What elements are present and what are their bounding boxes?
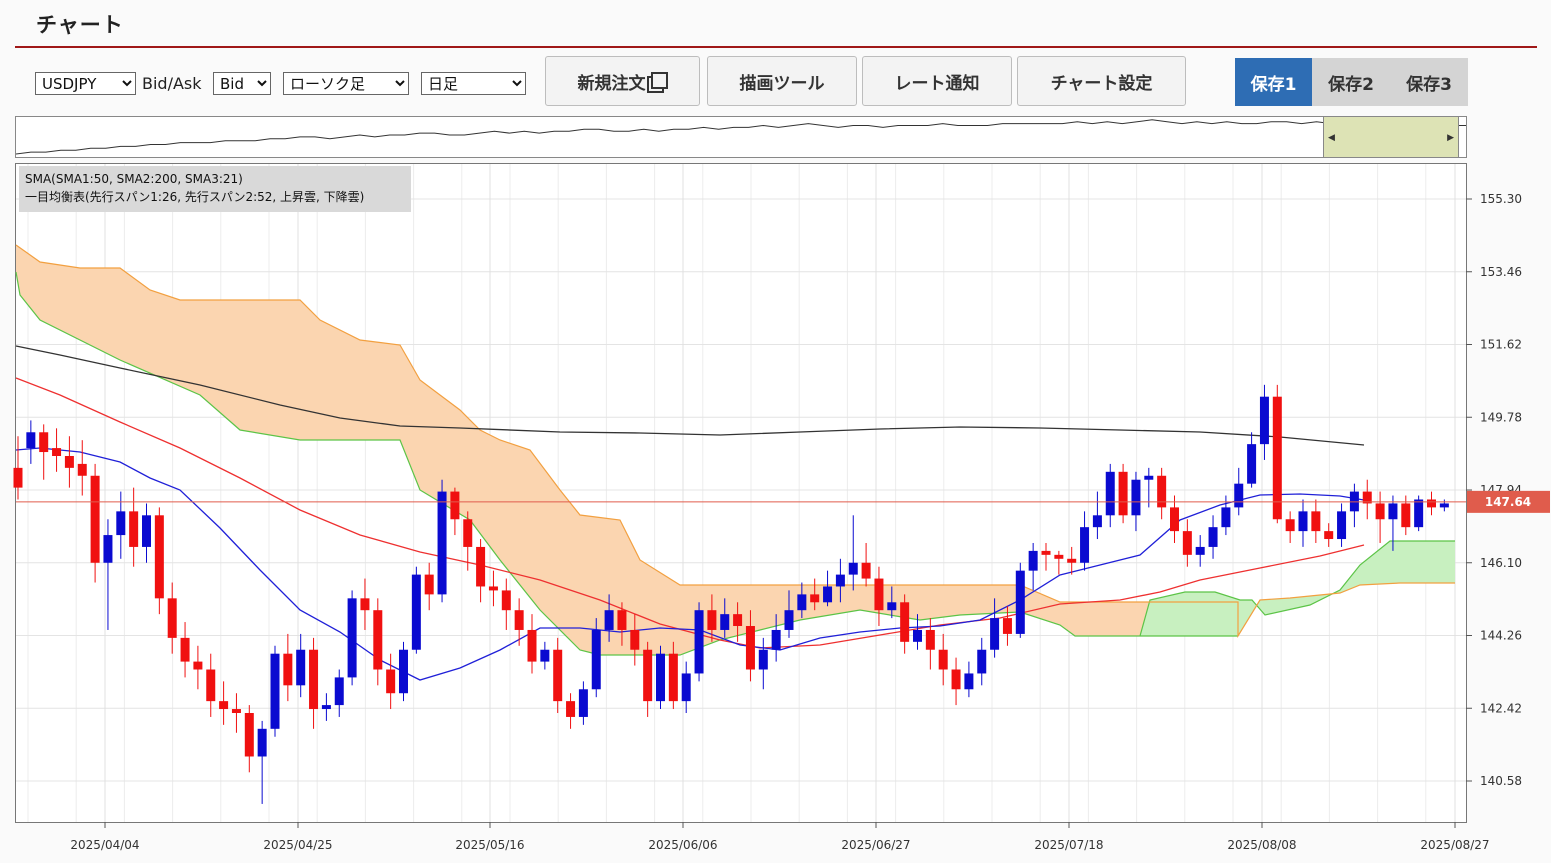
x-axis-tick-label: 2025/06/06 [648,838,717,852]
save-slot-2-button[interactable]: 保存2 [1312,58,1390,106]
navigator-range-selection[interactable]: ◀ ▶ [1323,117,1459,157]
toolbar: USDJPY Bid/Ask Bid ローソク足 日足 新規注文 描画ツール レ… [0,56,1551,108]
new-order-label: 新規注文 [577,73,646,94]
x-axis-tick-label: 2025/04/25 [263,838,332,852]
drawing-tools-button[interactable]: 描画ツール [707,56,857,106]
save-slot-2-label: 保存2 [1328,74,1374,95]
bidask-label: Bid/Ask [142,74,202,93]
navigator-line-svg [16,119,1466,155]
title-divider [15,46,1537,48]
rate-alert-button[interactable]: レート通知 [862,56,1012,106]
y-axis-tick-label: 142.42 [1480,701,1522,715]
chart-settings-button[interactable]: チャート設定 [1017,56,1186,106]
save-slot-3-label: 保存3 [1406,74,1452,95]
new-order-button[interactable]: 新規注文 [545,56,700,106]
ichimoku-legend-line: 一目均衡表(先行スパン1:26, 先行スパン2:52, 上昇雲, 下降雲) [25,190,365,204]
current-price-tag [1467,490,1550,513]
navigator-right-handle-icon[interactable]: ▶ [1447,133,1454,143]
page-title: チャート [36,13,124,37]
x-axis-tick-label: 2025/06/27 [841,838,910,852]
x-axis-tick-label: 2025/08/27 [1420,838,1489,852]
navigator-price-line [16,119,1466,155]
rate-alert-label: レート通知 [894,73,980,94]
y-axis-tick-label: 153.46 [1480,265,1522,279]
y-axis-tick-label: 151.62 [1480,338,1522,352]
y-axis-tick-label: 147.94 [1480,483,1522,497]
y-axis-tick-label: 146.10 [1480,556,1522,570]
x-axis-tick-label: 2025/07/18 [1034,838,1103,852]
x-axis-tick-label: 2025/05/16 [455,838,524,852]
x-axis-tick-label: 2025/04/04 [70,838,139,852]
x-axis-tick-label: 2025/08/08 [1227,838,1296,852]
main-chart-area[interactable] [15,163,1467,823]
current-price-label: 147.64 [1485,495,1531,509]
save-slot-1-button[interactable]: 保存1 [1235,58,1312,106]
indicator-legend: SMA(SMA1:50, SMA2:200, SMA3:21) 一目均衡表(先行… [19,166,411,212]
navigator-left-handle-icon[interactable]: ◀ [1328,133,1335,143]
y-axis-tick-label: 144.26 [1480,629,1522,643]
drawing-tools-label: 描画ツール [739,73,825,94]
y-axis-tick-label: 140.58 [1480,774,1522,788]
symbol-select[interactable]: USDJPY [35,72,136,95]
external-window-icon [650,71,668,89]
y-axis-tick-label: 149.78 [1480,410,1522,424]
chart-type-select[interactable]: ローソク足 [283,72,409,95]
y-axis-tick-label: 155.30 [1480,192,1522,206]
sma-legend-line: SMA(SMA1:50, SMA2:200, SMA3:21) [25,172,243,186]
save-slot-1-label: 保存1 [1250,74,1297,95]
navigator-overview[interactable]: ◀ ▶ [15,116,1467,158]
bidask-select[interactable]: Bid [213,72,271,95]
period-select[interactable]: 日足 [421,72,526,95]
save-slot-3-button[interactable]: 保存3 [1390,58,1468,106]
chart-settings-label: チャート設定 [1050,73,1153,94]
